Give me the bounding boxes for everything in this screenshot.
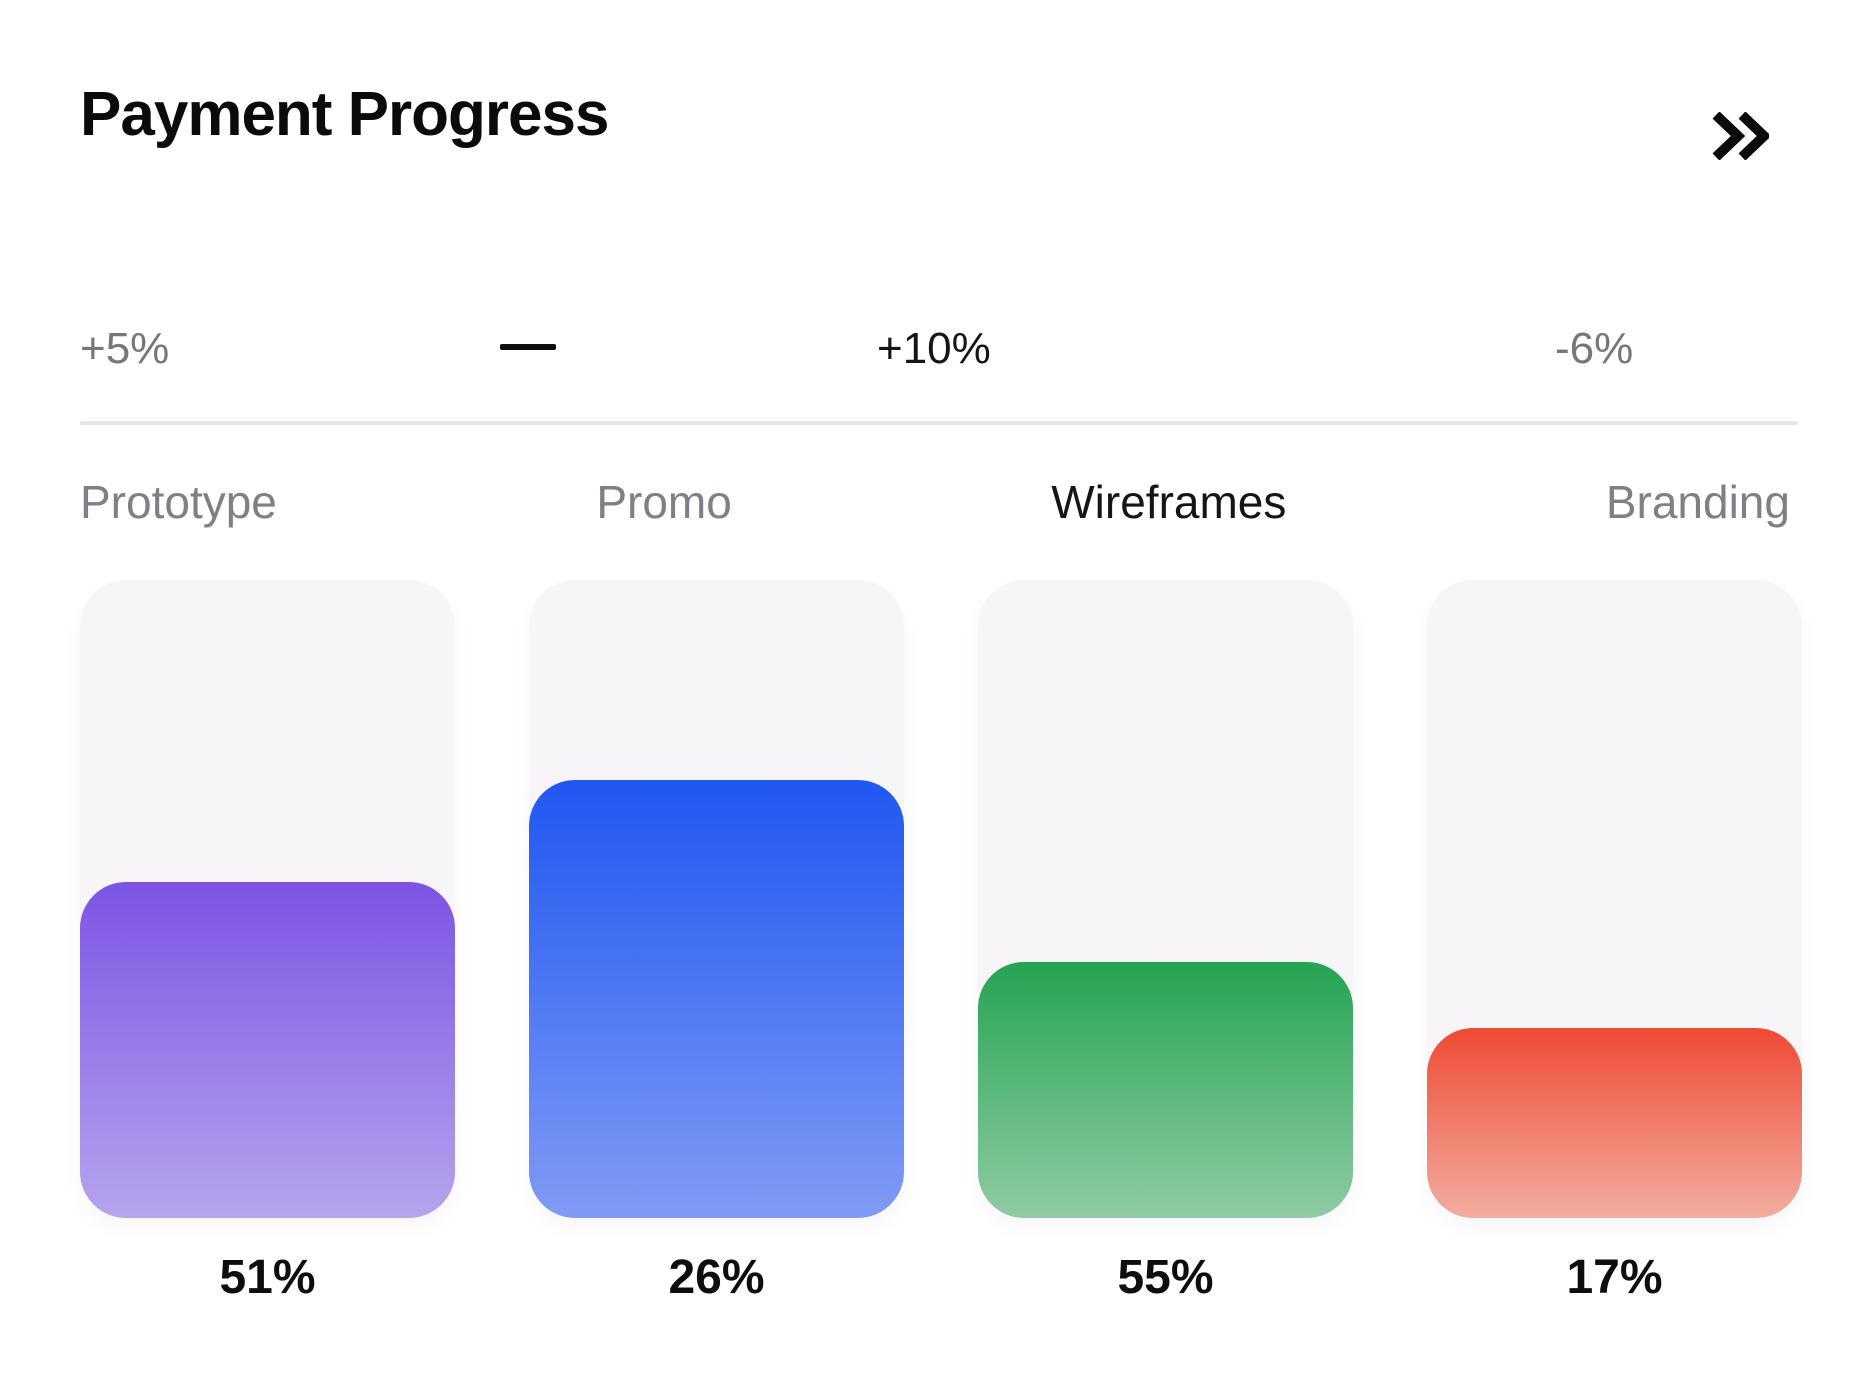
double-chevron-right-icon (1711, 112, 1769, 160)
bar-fill-prototype (80, 881, 455, 1218)
values-row: 51% 26% 55% 17% (80, 1250, 1802, 1306)
bar-fill-branding (1427, 1027, 1802, 1218)
category-labels-row: Prototype Promo Wireframes Branding (80, 477, 1790, 527)
value-label-wireframes: 55% (1117, 1251, 1214, 1304)
bar-fill-wireframes (978, 962, 1353, 1218)
delta-dash-promo (500, 344, 556, 350)
delta-branding: -6% (1555, 324, 1634, 373)
delta-wireframes: +10% (877, 324, 991, 373)
value-label-prototype: 51% (219, 1251, 316, 1304)
delta-prototype: +5% (80, 324, 170, 373)
bar-track-promo[interactable] (529, 580, 904, 1218)
bar-track-branding[interactable] (1427, 580, 1802, 1218)
page-title: Payment Progress (80, 80, 609, 149)
category-label-promo: Promo (596, 476, 732, 528)
category-label-prototype: Prototype (80, 476, 277, 528)
category-label-branding: Branding (1605, 476, 1790, 528)
bar-fill-promo (529, 779, 904, 1218)
value-label-branding: 17% (1566, 1251, 1663, 1304)
expand-button[interactable] (1703, 104, 1777, 168)
bar-track-wireframes[interactable] (978, 580, 1353, 1218)
value-label-promo: 26% (668, 1251, 765, 1304)
category-label-wireframes: Wireframes (1051, 476, 1287, 528)
delta-row: +5% +10% -6% (0, 326, 1876, 376)
bar-track-prototype[interactable] (80, 580, 455, 1218)
bars-grid (80, 580, 1802, 1218)
divider (80, 421, 1798, 425)
